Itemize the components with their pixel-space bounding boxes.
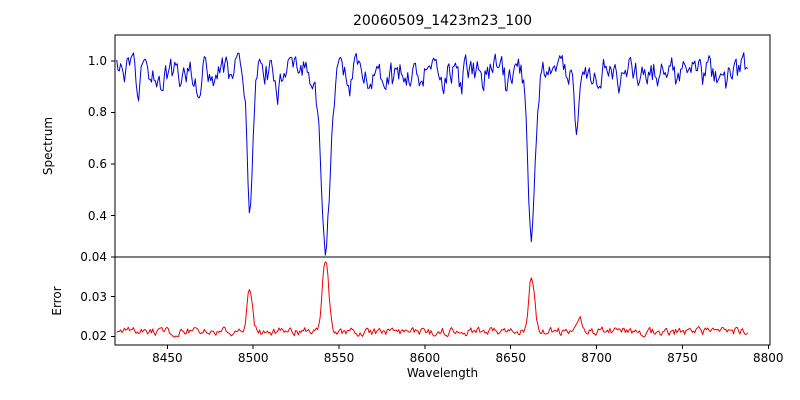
x-axis-label: Wavelength xyxy=(406,366,479,380)
x-tick-label: 8450 xyxy=(152,351,183,365)
x-tick-label: 8500 xyxy=(237,351,269,365)
error-y-tick-label: 0.02 xyxy=(80,329,107,344)
x-tick-label: 8750 xyxy=(667,351,698,365)
x-tick-label: 8550 xyxy=(323,351,355,365)
spectrum-panel-frame xyxy=(114,34,771,258)
x-tick-label: 8600 xyxy=(409,351,441,365)
spectrum-y-tick-label: 0.8 xyxy=(87,105,107,120)
x-tick-label: 8700 xyxy=(581,351,612,365)
x-tick-label: 8650 xyxy=(495,351,527,365)
error-y-tick-label: 0.03 xyxy=(80,289,107,304)
error-panel-frame xyxy=(114,256,771,346)
spectrum-y-tick-label: 0.4 xyxy=(87,208,107,223)
spectrum-y-tick-label: 0.6 xyxy=(87,157,107,172)
error-line xyxy=(116,261,749,338)
x-tick-label: 8800 xyxy=(753,351,784,365)
spectrum-y-tick-label: 1.0 xyxy=(87,53,107,68)
chart-title: 20060509_1423m23_100 xyxy=(352,13,533,29)
spectrum-line xyxy=(116,52,748,256)
error-y-tick-label: 0.04 xyxy=(80,250,107,264)
